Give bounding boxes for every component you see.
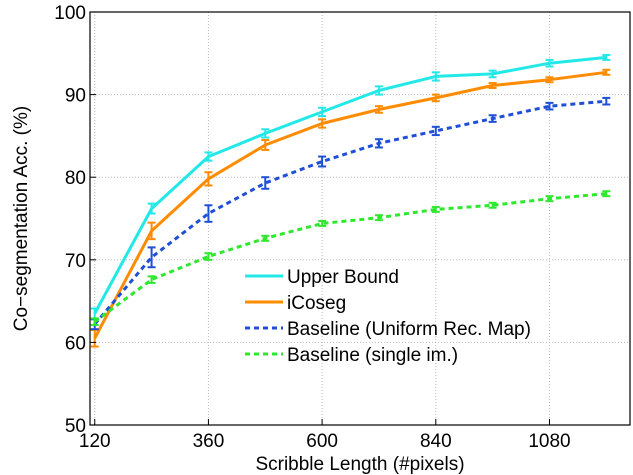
y-tick-label: 90 xyxy=(65,86,86,107)
series-line xyxy=(93,99,607,326)
series-line xyxy=(93,55,607,315)
error-bar xyxy=(204,204,213,223)
error-bar xyxy=(431,93,440,103)
y-tick-label: 50 xyxy=(65,416,86,437)
series xyxy=(90,190,611,327)
error-bar xyxy=(261,128,270,139)
legend-item: iCoseg xyxy=(245,293,346,314)
error-bar xyxy=(431,71,440,82)
error-bar xyxy=(488,82,497,89)
error-bar xyxy=(602,96,611,106)
x-tick-label: 120 xyxy=(79,431,111,452)
error-bar xyxy=(602,68,611,76)
y-tick-label: 80 xyxy=(65,168,86,189)
x-tick-label: 360 xyxy=(193,431,225,452)
series xyxy=(90,53,611,320)
error-bar xyxy=(204,252,213,261)
y-tick-label: 60 xyxy=(65,333,86,354)
error-bar xyxy=(90,317,99,327)
legend-label: Baseline (single im.) xyxy=(287,345,458,366)
error-bar xyxy=(602,190,611,198)
series xyxy=(90,68,611,348)
plot-frame xyxy=(89,11,631,426)
x-tick-label: 600 xyxy=(306,431,338,452)
error-bar xyxy=(147,202,156,215)
legend-item: Upper Bound xyxy=(245,267,399,288)
error-bar xyxy=(488,201,497,209)
series-group xyxy=(90,53,611,348)
legend-label: Upper Bound xyxy=(287,267,399,288)
error-bar xyxy=(545,76,554,84)
legend-label: Baseline (Uniform Rec. Map) xyxy=(287,319,531,340)
x-tick-label: 840 xyxy=(420,431,452,452)
error-bar xyxy=(488,114,497,123)
error-bar xyxy=(488,69,497,79)
x-axis-title: Scribble Length (#pixels) xyxy=(255,454,464,475)
legend: Upper Bound iCoseg Baseline (Uniform Rec. … xyxy=(245,267,531,366)
error-bar xyxy=(318,106,327,118)
error-bar xyxy=(374,85,383,96)
series xyxy=(90,96,611,331)
gridlines xyxy=(90,12,630,425)
error-bar xyxy=(261,234,270,242)
error-bar xyxy=(602,53,611,61)
legend-item: Baseline (Uniform Rec. Map) xyxy=(245,319,531,340)
error-bar xyxy=(147,275,156,284)
error-bar xyxy=(545,58,554,68)
error-bar xyxy=(261,176,270,190)
error-bar xyxy=(261,139,270,151)
y-tick-label: 70 xyxy=(65,251,86,272)
x-tick-label: 1080 xyxy=(528,431,570,452)
error-bar xyxy=(147,221,156,241)
error-bar xyxy=(318,219,327,227)
error-bar xyxy=(545,101,554,111)
error-bar xyxy=(374,214,383,222)
error-bar xyxy=(204,151,213,162)
ticks: 50 60 70 80 90 100 120 360 600 840 1080 xyxy=(54,3,570,452)
error-bar xyxy=(431,125,440,137)
y-tick-label: 100 xyxy=(54,3,86,24)
y-axis-title: Co−segmentation Acc. (%) xyxy=(11,106,32,331)
error-bar xyxy=(147,246,156,269)
legend-label: iCoseg xyxy=(287,293,346,314)
error-bar xyxy=(204,171,213,187)
error-bar xyxy=(374,138,383,149)
error-bar xyxy=(374,105,383,114)
error-bar xyxy=(545,195,554,203)
series-line xyxy=(93,192,607,324)
error-bar xyxy=(431,205,440,213)
legend-item: Baseline (single im.) xyxy=(245,345,458,366)
series-line xyxy=(93,70,607,340)
error-bar xyxy=(318,118,327,129)
error-bar xyxy=(318,155,327,168)
